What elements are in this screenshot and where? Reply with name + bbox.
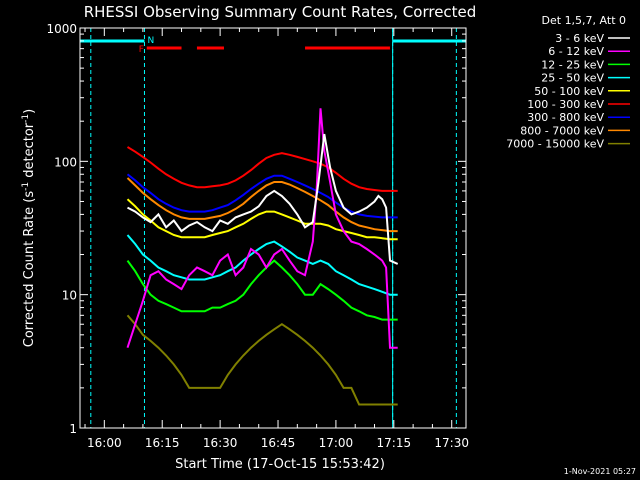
- footer-date: 1-Nov-2021 05:27: [564, 467, 636, 476]
- series-line-7: [126, 177, 398, 233]
- series-layer: [126, 108, 399, 406]
- x-tick-label-3: 16:45: [261, 436, 296, 450]
- legend-title: Det 1,5,7, Att 0: [542, 14, 626, 27]
- legend-label-3: 25 - 50 keV: [541, 72, 604, 85]
- legend-label-4: 50 - 100 keV: [534, 85, 604, 98]
- legend-label-5: 100 - 300 keV: [527, 98, 604, 111]
- x-tick-label-6: 17:30: [434, 436, 469, 450]
- legend-label-7: 800 - 7000 keV: [520, 124, 604, 137]
- chart-title: RHESSI Observing Summary Count Rates, Co…: [84, 3, 477, 21]
- axis-ticks: 16:00 16:15 16:30 16:45 17:00 17:15 17:30 1 10 10…: [46, 22, 469, 450]
- y-tick-label-0: 1: [69, 422, 77, 436]
- legend-label-8: 7000 - 15000 keV: [506, 138, 604, 151]
- series-line-6: [126, 173, 398, 219]
- series-line-2: [126, 259, 398, 321]
- series-line-5: [126, 146, 398, 192]
- y-label-sup2: -1: [21, 114, 31, 123]
- x-tick-label-0: 16:00: [87, 436, 122, 450]
- annotations: NF: [80, 28, 466, 428]
- y-label-sup1: -1: [21, 182, 31, 191]
- y-label-main: Corrected Count Rate (s: [22, 191, 37, 348]
- series-line-4: [126, 198, 398, 241]
- night-label: N: [147, 36, 154, 46]
- y-tick-label-1: 10: [62, 289, 77, 303]
- plot-frame: [79, 27, 467, 429]
- legend-label-2: 12 - 25 keV: [541, 58, 604, 71]
- legend-label-1: 6 - 12 keV: [548, 45, 604, 58]
- x-tick-label-5: 17:15: [377, 436, 412, 450]
- y-axis-label: Corrected Count Rate (s-1 detector-1): [21, 109, 37, 347]
- x-tick-label-1: 16:15: [145, 436, 180, 450]
- series-line-0: [127, 133, 399, 265]
- legend-label-6: 300 - 800 keV: [527, 111, 604, 124]
- legend-label-0: 3 - 6 keV: [555, 32, 604, 45]
- y-tick-label-3: 1000: [46, 22, 77, 36]
- y-label-end: ): [22, 109, 37, 114]
- series-line-1: [126, 108, 398, 349]
- series-line-3: [126, 234, 398, 296]
- x-axis-label: Start Time (17-Oct-15 15:53:42): [175, 457, 385, 472]
- x-tick-label-2: 16:30: [203, 436, 238, 450]
- y-label-mid: detector: [22, 122, 37, 182]
- y-tick-label-2: 100: [54, 155, 77, 169]
- flare-label: F: [139, 45, 144, 55]
- x-tick-label-4: 17:00: [319, 436, 354, 450]
- series-line-8: [126, 314, 398, 406]
